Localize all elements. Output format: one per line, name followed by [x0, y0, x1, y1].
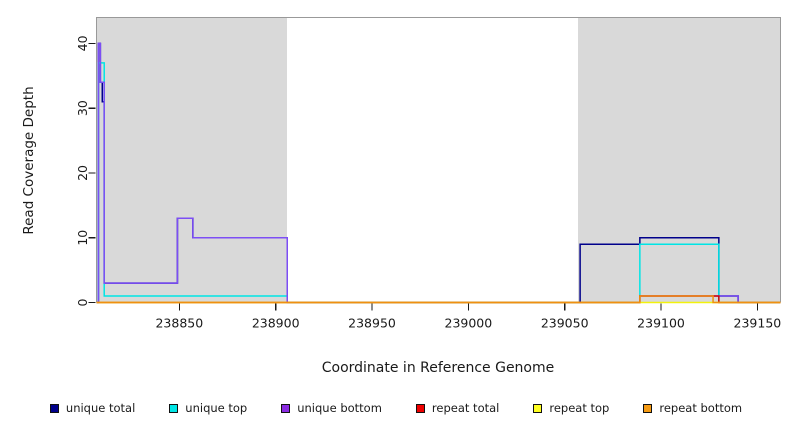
legend-swatch-icon: [533, 403, 543, 413]
legend-label: repeat top: [549, 401, 610, 415]
x-axis-title: Coordinate in Reference Genome: [321, 360, 555, 376]
x-tick-label: 238950: [348, 316, 396, 331]
x-tick-label: 239050: [541, 316, 589, 331]
y-tick-label: 30: [75, 100, 90, 116]
legend-item[interactable]: repeat top: [533, 402, 609, 414]
legend-item[interactable]: repeat bottom: [643, 402, 742, 414]
x-tick-label: 238900: [252, 316, 300, 331]
legend-swatch-icon: [49, 403, 59, 413]
chart-legend: unique total unique top unique bottom repea…: [0, 398, 792, 418]
y-tick-label: 10: [75, 230, 90, 246]
shaded-regions-group: [96, 17, 781, 303]
legend-label: unique top: [185, 401, 248, 415]
legend-item[interactable]: repeat total: [415, 401, 500, 415]
x-tick-label: 238850: [155, 316, 203, 331]
y-tick-label: 0: [75, 298, 90, 306]
x-tick-label: 239150: [734, 316, 782, 331]
legend-label: repeat bottom: [659, 401, 743, 415]
legend-swatch-icon: [281, 403, 291, 413]
plot-box: [95, 16, 782, 303]
shaded-region: [96, 17, 288, 303]
x-tick-label: 239100: [637, 316, 685, 331]
series-line: [96, 295, 781, 304]
y-axis-title: Read Coverage Depth: [21, 86, 37, 235]
legend-item[interactable]: unique top: [169, 402, 247, 414]
shaded-region: [578, 17, 781, 303]
legend-item[interactable]: unique total: [49, 401, 136, 415]
plot-frame: [95, 16, 782, 303]
legend-label: repeat total: [431, 401, 500, 415]
legend-item[interactable]: unique bottom: [281, 402, 382, 414]
legend-label: unique total: [65, 401, 136, 415]
axis-ticks-group: 238850 238900 238950 239000 239050 239100 2391…: [75, 35, 781, 330]
x-tick-label: 239000: [445, 316, 493, 331]
legend-swatch-icon: [169, 403, 179, 413]
y-tick-label: 40: [75, 35, 90, 51]
legend-swatch-icon: [415, 403, 425, 413]
y-tick-label: 20: [75, 165, 90, 181]
series-group: [96, 42, 781, 304]
legend-swatch-icon: [643, 403, 653, 413]
legend-label: unique bottom: [297, 401, 382, 415]
